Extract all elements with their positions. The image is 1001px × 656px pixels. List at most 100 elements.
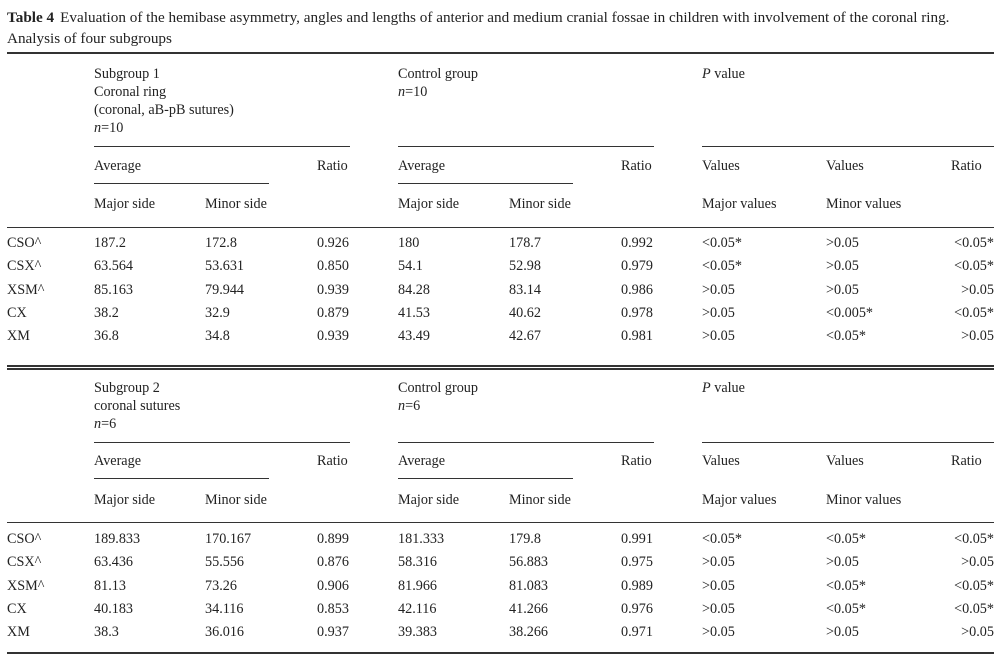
- panel-2-row-1-label: CSO^: [7, 531, 42, 547]
- panel-1-row-2-subgroup-minor: 53.631: [205, 258, 245, 274]
- panel-1-row-4-subgroup-major: 38.2: [94, 305, 119, 321]
- panel-2-row-1-control-major: 181.333: [398, 531, 445, 547]
- panel-2-row-4-control-ratio: 0.976: [621, 601, 653, 617]
- panel-1-row-2-control-ratio: 0.979: [621, 258, 653, 274]
- panel-1-row-5-p-minor: <0.05*: [826, 328, 866, 344]
- panel-1-p-minor-header: Minor values: [826, 196, 902, 212]
- panel-1-row-1-p-major: <0.05*: [702, 235, 742, 251]
- panel-1-row-2-control-minor: 52.98: [509, 258, 541, 274]
- panel-1-row-5-subgroup-ratio: 0.939: [317, 328, 349, 344]
- panel-2-row-4-subgroup-ratio: 0.853: [317, 601, 349, 617]
- panel-2-row-2-subgroup-ratio: 0.876: [317, 554, 349, 570]
- panel-1-control-average-header: Average: [398, 158, 445, 174]
- panel-2-data-rule: [7, 522, 994, 523]
- panel-1-row-2-p-ratio: <0.05*: [954, 258, 994, 274]
- panel-2-row-2-p-ratio: >0.05: [961, 554, 994, 570]
- panel-1-row-3-subgroup-ratio: 0.939: [317, 282, 349, 298]
- panel-2-rule-control: [398, 442, 654, 443]
- panel-2-subgroup-ratio-header: Ratio: [317, 453, 348, 469]
- panel-1-p-values-header-2: Values: [826, 158, 864, 174]
- panel-1-row-4-p-minor: <0.005*: [826, 305, 874, 321]
- panel-1-row-5-subgroup-minor: 34.8: [205, 328, 230, 344]
- panel-2-row-4-p-ratio: <0.05*: [954, 601, 994, 617]
- panel-1-row-4-control-ratio: 0.978: [621, 305, 653, 321]
- panel-2-rule-subgroup-average: [94, 478, 269, 479]
- panel-1-top-rule: [7, 52, 994, 54]
- panel-1-row-3-p-ratio: >0.05: [961, 282, 994, 298]
- panel-1-row-3-subgroup-minor: 79.944: [205, 282, 245, 298]
- panel-1-rule-subgroup-average: [94, 183, 269, 184]
- panel-1-subgroup-major-header: Major side: [94, 196, 156, 212]
- panel-1-data-rule: [7, 227, 994, 228]
- panel-2-row-3-subgroup-major: 81.13: [94, 578, 126, 594]
- panel-2-subgroup-average-header: Average: [94, 453, 141, 469]
- panel-1-row-1-subgroup-ratio: 0.926: [317, 235, 349, 251]
- panel-2-row-2-label: CSX^: [7, 554, 42, 570]
- panel-1-row-5-p-ratio: >0.05: [961, 328, 994, 344]
- panel-1-group-n: n=10: [94, 120, 124, 136]
- panel-1-row-4-subgroup-ratio: 0.879: [317, 305, 349, 321]
- panel-1-pvalue-title: P value: [702, 66, 745, 82]
- panel-2-row-2-subgroup-minor: 55.556: [205, 554, 245, 570]
- panel-2-row-4-subgroup-minor: 34.116: [205, 601, 244, 617]
- panel-1-row-4-control-minor: 40.62: [509, 305, 541, 321]
- panel-1-row-2-subgroup-major: 63.564: [94, 258, 134, 274]
- panel-2-p-values-header-1: Values: [702, 453, 740, 469]
- panel-1-group-line-1: Subgroup 1: [94, 66, 160, 82]
- panel-2-p-minor-header: Minor values: [826, 492, 902, 508]
- table-caption-text: Evaluation of the hemibase asymmetry, an…: [7, 9, 950, 47]
- panel-1-row-1-label: CSO^: [7, 235, 42, 251]
- panel-2-control-average-header: Average: [398, 453, 445, 469]
- panel-2-rule-subgroup: [94, 442, 350, 443]
- panel-2-rule-pvalue: [702, 442, 994, 443]
- panel-2-top-rule: [7, 368, 994, 370]
- panel-1-row-1-subgroup-minor: 172.8: [205, 235, 237, 251]
- panel-1-row-1-control-major: 180: [398, 235, 420, 251]
- panel-1-row-3-p-minor: >0.05: [826, 282, 859, 298]
- panel-1-row-1-subgroup-major: 187.2: [94, 235, 126, 251]
- panel-1-row-5-subgroup-major: 36.8: [94, 328, 119, 344]
- panel-2-row-2-control-ratio: 0.975: [621, 554, 653, 570]
- panel-2-subgroup-minor-header: Minor side: [205, 492, 267, 508]
- panel-2-row-5-label: XM: [7, 624, 30, 640]
- panel-2-row-3-p-ratio: <0.05*: [954, 578, 994, 594]
- table-label: Table 4: [7, 9, 55, 26]
- panel-1-row-5-control-ratio: 0.981: [621, 328, 653, 344]
- panel-1-row-2-p-major: <0.05*: [702, 258, 742, 274]
- panel-2-control-major-header: Major side: [398, 492, 460, 508]
- panel-2-row-3-subgroup-minor: 73.26: [205, 578, 237, 594]
- panel-1-control-ratio-header: Ratio: [621, 158, 652, 174]
- panel-1-row-3-p-major: >0.05: [702, 282, 735, 298]
- panel-2-row-1-subgroup-minor: 170.167: [205, 531, 252, 547]
- panel-1-group-line-2: Coronal ring: [94, 84, 167, 100]
- panel-1-p-values-header-1: Values: [702, 158, 740, 174]
- panel-1-subgroup-average-header: Average: [94, 158, 141, 174]
- panel-2-row-5-p-major: >0.05: [702, 624, 735, 640]
- panel-2-row-3-p-major: >0.05: [702, 578, 735, 594]
- panel-1-control-minor-header: Minor side: [509, 196, 571, 212]
- panel-1-row-1-p-minor: >0.05: [826, 235, 859, 251]
- panel-1-rule-control: [398, 146, 654, 147]
- panel-2-row-3-control-minor: 81.083: [509, 578, 549, 594]
- panel-2-row-5-subgroup-minor: 36.016: [205, 624, 245, 640]
- panel-2-row-3-control-ratio: 0.989: [621, 578, 653, 594]
- panel-2-row-1-p-minor: <0.05*: [826, 531, 866, 547]
- panel-1-row-1-control-ratio: 0.992: [621, 235, 653, 251]
- panel-2-row-2-p-major: >0.05: [702, 554, 735, 570]
- panel-2-row-5-control-major: 39.383: [398, 624, 438, 640]
- panel-1-row-4-p-major: >0.05: [702, 305, 735, 321]
- panel-2-row-3-label: XSM^: [7, 578, 45, 594]
- panel-2-row-2-p-minor: >0.05: [826, 554, 859, 570]
- panel-1-row-1-p-ratio: <0.05*: [954, 235, 994, 251]
- panel-2-pvalue-title: P value: [702, 380, 745, 396]
- panel-2-control-minor-header: Minor side: [509, 492, 571, 508]
- panel-1-subgroup-ratio-header: Ratio: [317, 158, 348, 174]
- panel-2-row-1-subgroup-ratio: 0.899: [317, 531, 349, 547]
- panel-1-row-4-control-major: 41.53: [398, 305, 430, 321]
- panel-1-row-5-label: XM: [7, 328, 30, 344]
- panel-1-control-title: Control group: [398, 66, 478, 82]
- panel-2-row-5-control-minor: 38.266: [509, 624, 549, 640]
- panel-2-bottom-rule: [7, 652, 994, 654]
- panel-1-group-line-3: (coronal, aB-pB sutures): [94, 102, 234, 118]
- panel-2-group-n: n=6: [94, 416, 117, 432]
